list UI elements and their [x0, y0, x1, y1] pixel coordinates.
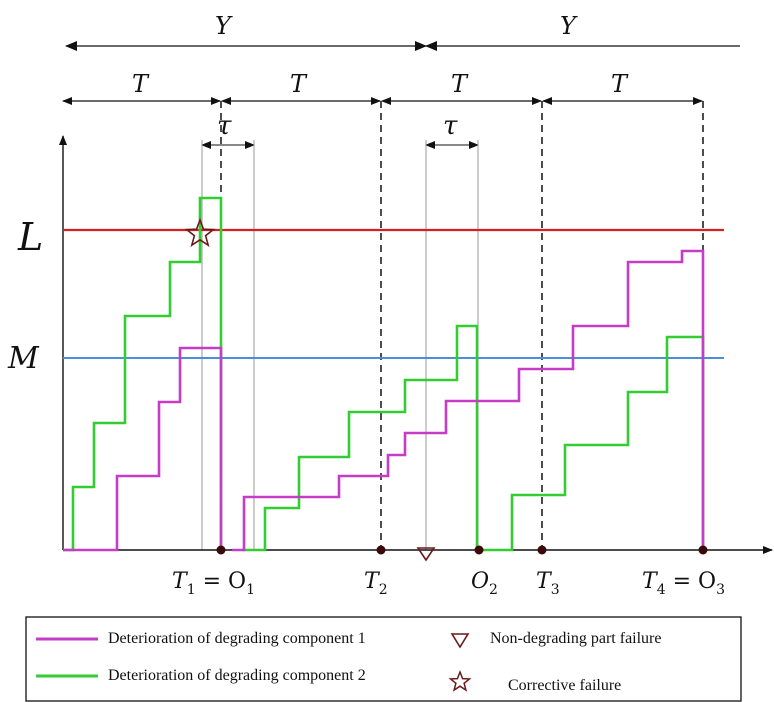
period-t-label-2: T	[290, 70, 308, 98]
legend-label-corrective-failure: Corrective failure	[508, 677, 621, 694]
legend-label-non-degrading-failure: Non-degrading part failure	[490, 630, 661, 647]
axis-point-markers	[216, 545, 708, 555]
axis-label-t1-o1: T1 = O1	[172, 569, 255, 598]
legend-triangle-icon	[450, 633, 470, 649]
delay-tau-label-2: τ	[443, 111, 458, 141]
threshold-l-label: L	[17, 215, 43, 259]
non-degrading-failure-triangle-icon	[416, 547, 436, 562]
legend-label-component-1: Deterioration of degrading component 1	[108, 630, 366, 647]
period-y-label-1: Y	[215, 12, 233, 40]
legend: Deterioration of degrading component 1 D…	[25, 616, 742, 702]
axis-label-t3: T3	[536, 569, 560, 598]
axis-label-o2: O2	[471, 569, 498, 598]
threshold-m-label: M	[7, 341, 40, 376]
legend-label-component-2: Deterioration of degrading component 2	[108, 667, 366, 684]
period-t-label-3: T	[451, 70, 469, 98]
period-y-label-2: Y	[560, 12, 578, 40]
corrective-failure-star-icon	[184, 217, 216, 248]
delay-tau-label-1: τ	[217, 111, 232, 141]
legend-star-icon	[448, 669, 472, 692]
period-t-label-1: T	[132, 70, 150, 98]
period-t-label-4: T	[611, 70, 629, 98]
legend-box	[25, 616, 742, 702]
component-1-deterioration-path	[63, 249, 705, 552]
axis-label-t2: T2	[364, 569, 388, 598]
component-2-deterioration-path	[63, 196, 705, 552]
axis-label-t4-o3: T4 = O3	[642, 569, 725, 598]
